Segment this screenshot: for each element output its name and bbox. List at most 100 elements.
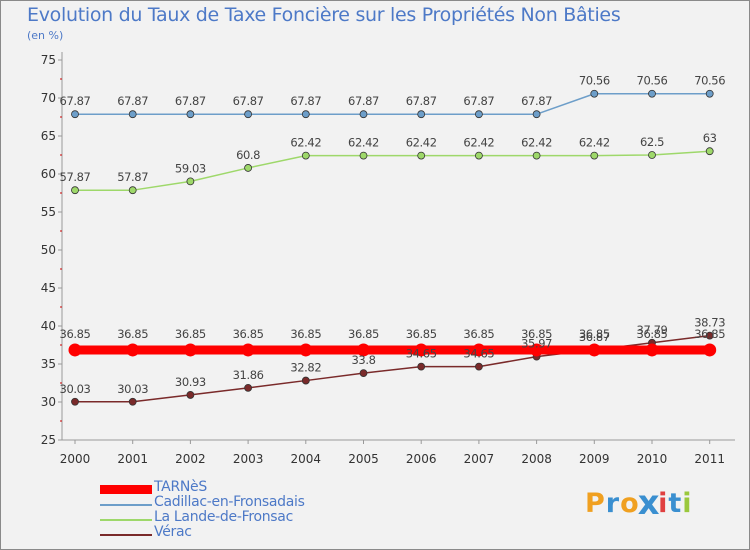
data-point-la-lande-de-fronsac [359,151,368,160]
data-point-v-rac [128,397,137,406]
data-point-tarn-s [241,343,255,357]
logo-letter: r [605,488,621,519]
data-point-v-rac [417,362,426,371]
logo-letter: P [585,488,606,519]
series-lines [68,89,717,406]
logo-letter: i [682,488,693,519]
series-line-cadillac-en-fronsadais [75,92,710,115]
logo-letter: x [637,484,661,523]
data-label-cadillac-en-fronsadais: 67.87 [117,94,148,108]
x-tick-label: 2007 [464,452,495,466]
data-label-la-lande-de-fronsac: 62.42 [406,136,437,150]
data-point-cadillac-en-fronsadais [532,110,541,119]
data-label-cadillac-en-fronsadais: 67.87 [521,94,552,108]
data-label-v-rac: 30.93 [175,375,206,389]
legend-swatch [100,485,152,494]
data-label-v-rac: 34.65 [463,347,494,361]
y-tick-label: 50 [41,243,56,257]
data-label-v-rac: 38.73 [694,316,725,330]
proxiti-logo: Proxiti [585,484,693,523]
data-point-la-lande-de-fronsac [71,186,79,195]
x-tick-label: 2002 [175,452,206,466]
data-label-tarn-s: 36.85 [579,327,610,341]
x-tick-label: 2006 [406,452,437,466]
x-tick-label: 2005 [348,452,379,466]
axes: 25 30 35 40 45 50 55 60 65 70 75 2000 2001 2002 2003 20… [41,52,735,466]
data-label-la-lande-de-fronsac: 62.42 [463,136,494,150]
data-point-cadillac-en-fronsadais [244,110,253,119]
data-point-v-rac [474,362,483,371]
data-label-v-rac: 30.03 [60,382,91,396]
data-point-la-lande-de-fronsac [128,186,137,195]
y-tick-label: 40 [41,319,56,333]
data-point-tarn-s [645,343,659,357]
y-tick-label: 75 [41,53,56,67]
data-label-tarn-s: 36.85 [290,327,321,341]
data-point-tarn-s [183,343,197,357]
data-label-tarn-s: 36.85 [60,327,91,341]
data-label-v-rac: 37.79 [637,323,668,337]
data-label-tarn-s: 36.85 [406,327,437,341]
data-label-la-lande-de-fronsac: 62.42 [579,136,610,150]
data-point-cadillac-en-fronsadais [128,110,137,119]
chart-unit-label: (en %) [27,29,64,42]
data-label-cadillac-en-fronsadais: 70.56 [694,74,725,88]
data-point-cadillac-en-fronsadais [186,110,195,119]
data-label-la-lande-de-fronsac: 63 [703,131,717,145]
data-point-cadillac-en-fronsadais [705,89,714,98]
y-tick-label: 70 [41,91,56,105]
data-label-la-lande-de-fronsac: 62.42 [521,136,552,150]
x-tick-label: 2000 [60,452,91,466]
data-point-cadillac-en-fronsadais [417,110,426,119]
data-point-tarn-s [68,343,82,357]
legend-label: Cadillac-en-Fronsadais [154,494,305,510]
data-label-v-rac: 36.87 [579,330,610,344]
data-point-la-lande-de-fronsac [474,151,483,160]
data-point-la-lande-de-fronsac [301,151,310,160]
y-tick-label: 45 [41,281,56,295]
legend-swatch [100,534,152,536]
data-point-tarn-s [414,343,428,357]
data-label-la-lande-de-fronsac: 60.8 [236,148,260,162]
x-tick-label: 2008 [521,452,552,466]
data-point-la-lande-de-fronsac [648,151,656,159]
data-label-la-lande-de-fronsac: 62.42 [290,136,321,150]
data-label-tarn-s: 36.85 [521,327,552,341]
data-label-v-rac: 34.65 [406,347,437,361]
data-point-cadillac-en-fronsadais [71,110,79,119]
data-label-cadillac-en-fronsadais: 67.87 [348,94,379,108]
data-point-tarn-s [703,343,717,357]
data-point-tarn-s [587,343,601,357]
data-label-tarn-s: 36.85 [637,327,668,341]
data-point-tarn-s [126,343,140,357]
data-label-tarn-s: 36.85 [348,327,379,341]
y-tick-label: 65 [41,129,56,143]
data-point-cadillac-en-fronsadais [359,110,368,119]
data-point-cadillac-en-fronsadais [648,89,656,98]
data-label-v-rac: 32.82 [290,361,321,375]
chart-title: Evolution du Taux de Taxe Foncière sur l… [27,4,621,26]
data-label-v-rac: 30.03 [117,382,148,396]
data-label-v-rac: 31.86 [233,368,264,382]
data-label-tarn-s: 36.85 [694,327,725,341]
data-label-cadillac-en-fronsadais: 67.87 [233,94,264,108]
data-point-v-rac [705,331,714,340]
data-label-la-lande-de-fronsac: 59.03 [175,161,206,175]
data-point-v-rac [359,369,368,378]
data-point-la-lande-de-fronsac [244,164,253,172]
legend-swatch [100,504,152,506]
x-tick-label: 2011 [694,452,725,466]
y-tick-label: 60 [41,167,56,181]
data-label-tarn-s: 36.85 [463,327,494,341]
data-point-v-rac [186,391,195,399]
data-point-cadillac-en-fronsadais [590,89,599,98]
data-point-tarn-s [299,343,313,357]
data-label-cadillac-en-fronsadais: 70.56 [637,74,668,88]
data-label-cadillac-en-fronsadais: 67.87 [175,94,206,108]
data-point-tarn-s [530,343,544,357]
x-tick-label: 2010 [637,452,668,466]
y-tick-label: 25 [41,433,56,447]
data-label-v-rac: 33.8 [351,353,375,367]
